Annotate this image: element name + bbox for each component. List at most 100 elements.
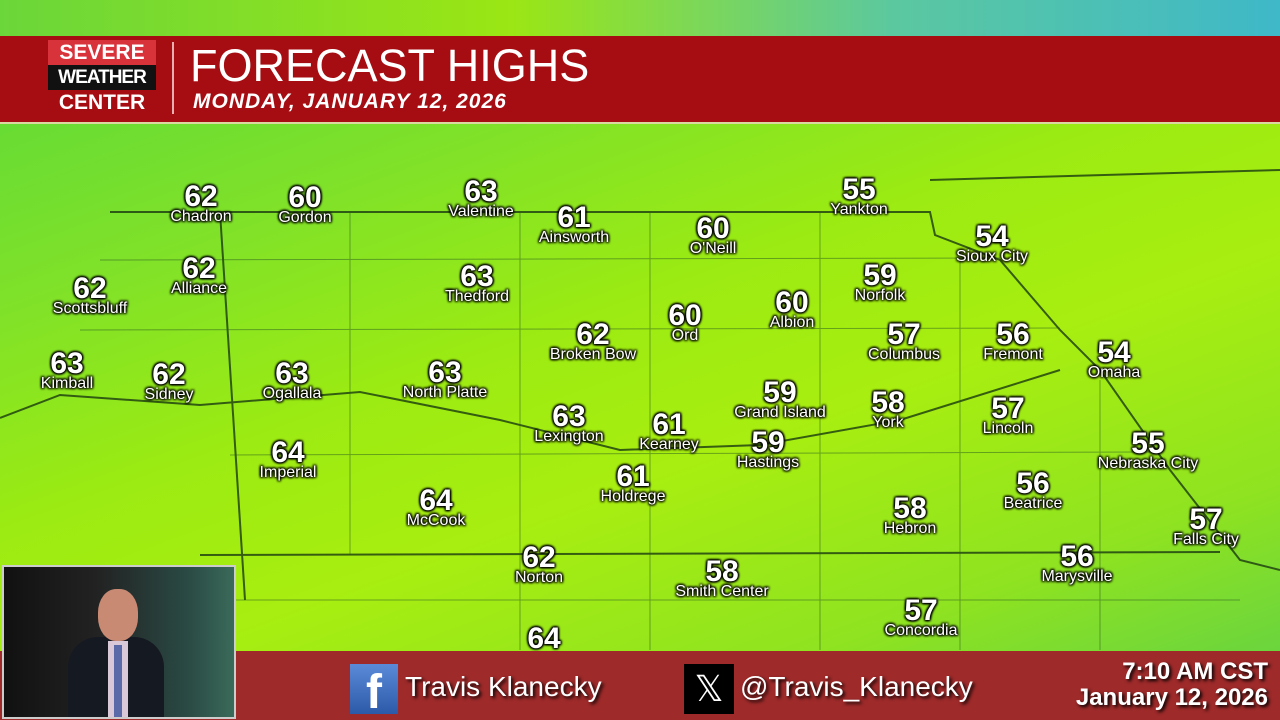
x-handle: @Travis_Klanecky (740, 671, 973, 702)
city-temp: 60 (696, 212, 730, 245)
facebook-handle: Travis Klanecky (405, 671, 602, 702)
city-name: Thedford (444, 288, 510, 305)
city-temp: 57 (1189, 503, 1223, 536)
city-temp: 61 (652, 408, 686, 441)
city-forecast: 55 Yankton (830, 175, 888, 219)
city-temp: 58 (705, 555, 739, 588)
city-forecast: 59 Hastings (737, 428, 799, 472)
city-temp: 61 (616, 460, 650, 493)
city-forecast: 62 Norton (515, 543, 563, 587)
city-temp: 56 (996, 318, 1030, 351)
city-name: Broken Bow (549, 346, 637, 363)
city-temp: 64 (271, 436, 305, 469)
city-name: Hastings (736, 454, 800, 471)
city-name: Kimball (40, 375, 94, 392)
city-forecast: 63 North Platte (403, 358, 487, 402)
header-divider (172, 42, 174, 114)
city-temp: 59 (863, 259, 897, 292)
city-name: Marysville (1041, 568, 1113, 585)
presenter (68, 589, 164, 717)
city-name: Ogallala (262, 385, 322, 402)
city-forecast: 57 Falls City (1173, 505, 1239, 549)
city-temp: 59 (751, 426, 785, 459)
city-forecast: 63 Thedford (445, 262, 509, 306)
city-name: Imperial (259, 464, 317, 481)
city-temp: 55 (1131, 427, 1165, 460)
city-forecast: 61 Ainsworth (539, 203, 609, 247)
city-temp: 64 (527, 622, 561, 655)
city-temp: 55 (842, 173, 876, 206)
city-forecast: 60 Ord (668, 301, 701, 345)
city-forecast: 60 Albion (770, 288, 814, 332)
city-name: Ainsworth (538, 229, 610, 246)
city-forecast: 58 Smith Center (675, 557, 768, 601)
forecast-date: MONDAY, JANUARY 12, 2026 (193, 90, 507, 113)
city-temp: 60 (668, 299, 702, 332)
city-forecast: 61 Kearney (639, 410, 699, 454)
city-name: Sioux City (955, 248, 1029, 265)
city-forecast: 56 Fremont (983, 320, 1043, 364)
city-temp: 60 (288, 181, 322, 214)
city-forecast: 56 Marysville (1041, 542, 1112, 586)
x-icon: 𝕏 (684, 664, 734, 714)
city-temp: 62 (522, 541, 556, 574)
city-forecast: 64 Imperial (260, 438, 317, 482)
severe-weather-center-logo: SEVERE WEATHER CENTER (48, 40, 156, 115)
city-forecast: 60 O'Neill (690, 214, 737, 258)
city-temp: 63 (464, 175, 498, 208)
city-forecast: 57 Columbus (868, 320, 940, 364)
city-forecast: 62 Scottsbluff (53, 274, 127, 318)
city-forecast: 64 (527, 624, 560, 654)
city-name: Valentine (448, 203, 514, 220)
city-forecast: 58 York (871, 388, 904, 432)
city-temp: 64 (419, 484, 453, 517)
city-temp: 57 (904, 594, 938, 627)
city-name: Beatrice (1003, 495, 1063, 512)
city-temp: 57 (887, 318, 921, 351)
city-forecast: 54 Sioux City (956, 222, 1028, 266)
city-name: Chadron (170, 208, 232, 225)
city-temp: 56 (1016, 467, 1050, 500)
city-forecast: 63 Lexington (534, 402, 603, 446)
city-temp: 58 (871, 386, 905, 419)
city-name: North Platte (402, 384, 488, 401)
city-temp: 60 (775, 286, 809, 319)
city-name: Alliance (170, 280, 228, 297)
city-name: Fremont (983, 346, 1043, 363)
city-name: Scottsbluff (52, 300, 128, 317)
city-temp: 62 (73, 272, 107, 305)
city-temp: 62 (184, 180, 218, 213)
city-name: Albion (769, 314, 815, 331)
city-name: Falls City (1173, 531, 1239, 548)
city-forecast: 55 Nebraska City (1098, 429, 1198, 473)
city-name: Hebron (883, 520, 937, 537)
city-forecast: 62 Alliance (171, 254, 227, 298)
city-temp: 58 (893, 492, 927, 525)
map-top-strip (0, 0, 1280, 36)
city-forecast: 58 Hebron (884, 494, 936, 538)
city-temp: 63 (50, 347, 84, 380)
logo-line: WEATHER (48, 65, 156, 90)
city-forecast: 60 Gordon (278, 183, 331, 227)
city-temp: 54 (975, 220, 1009, 253)
title-banner: SEVERE WEATHER CENTER FORECAST HIGHS MON… (0, 36, 1280, 124)
city-forecast: 63 Valentine (448, 177, 514, 221)
city-forecast: 64 McCook (407, 486, 466, 530)
city-temp: 59 (763, 376, 797, 409)
city-name: Lincoln (982, 420, 1034, 437)
logo-line: SEVERE (48, 40, 156, 65)
city-name: Concordia (884, 622, 958, 639)
city-temp: 62 (152, 358, 186, 391)
city-forecast: 59 Norfolk (855, 261, 906, 305)
timestamp: 7:10 AM CST January 12, 2026 (1076, 659, 1268, 711)
city-name: York (872, 414, 904, 431)
city-forecast: 61 Holdrege (601, 462, 666, 506)
city-forecast: 62 Sidney (145, 360, 194, 404)
city-name: Omaha (1087, 364, 1141, 381)
city-name: Gordon (278, 209, 332, 226)
city-forecast: 57 Concordia (885, 596, 958, 640)
city-temp: 57 (991, 392, 1025, 425)
city-name: Nebraska City (1097, 455, 1199, 472)
logo-line: CENTER (58, 91, 146, 114)
